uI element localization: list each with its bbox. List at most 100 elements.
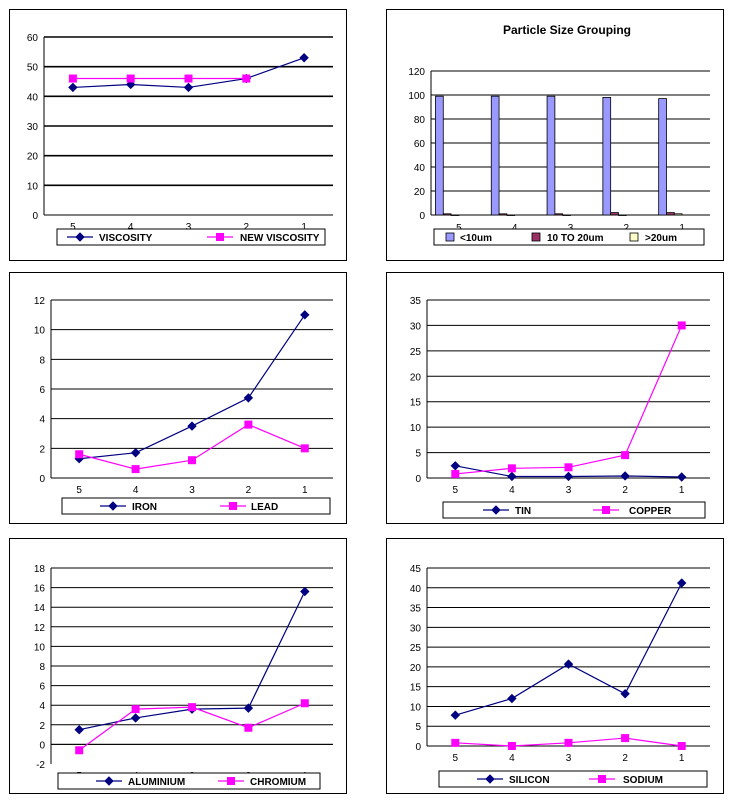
y-tick-label: 20: [410, 372, 422, 383]
chart-svg: -202468101214161854321ALUMINIUMCHROMIUM: [34, 564, 333, 790]
data-point: [183, 82, 194, 93]
legend: ALUMINIUM CHROMIUM: [57, 772, 321, 790]
bar: [602, 97, 612, 216]
data-point: [450, 461, 461, 471]
y-tick-label: 4: [39, 415, 45, 426]
data-point: [564, 738, 573, 747]
data-point: [621, 734, 630, 743]
bar: [435, 95, 444, 216]
data-point: [300, 586, 310, 597]
y-tick-label: 15: [410, 398, 422, 409]
data-point: [677, 742, 686, 750]
legend-marker: [602, 506, 610, 514]
legend-label: 10 TO 20um: [547, 233, 604, 244]
x-tick-label: 3: [566, 485, 572, 496]
data-point: [507, 693, 517, 704]
y-tick-label: 0: [39, 474, 45, 485]
data-point: [130, 448, 141, 458]
y-tick-label: 40: [414, 163, 426, 174]
y-tick-label: 120: [408, 67, 425, 78]
x-tick-label: 4: [128, 222, 134, 233]
legend-marker: [485, 774, 495, 784]
legend-label: TIN: [515, 506, 531, 517]
legend-label: COPPER: [629, 506, 672, 517]
x-tick-label: 1: [679, 485, 685, 496]
legend-box: [57, 772, 321, 790]
legend-label: SILICON: [509, 775, 550, 786]
bar: [554, 213, 564, 216]
data-point: [131, 465, 140, 474]
data-point: [563, 659, 574, 669]
data-point: [450, 710, 461, 720]
legend-marker: [229, 502, 237, 510]
legend-marker: [104, 776, 114, 786]
y-tick-label: 30: [27, 122, 39, 133]
viscosity-chart: 0 10 20 30 40 50 60 5 4 3 2 1 VISCOSITY NEW VISCOSITY: [9, 9, 347, 261]
data-point: [507, 742, 516, 750]
data-point: [676, 578, 687, 588]
data-point: [130, 713, 141, 723]
y-tick-label: 35: [410, 604, 422, 615]
bar: [610, 212, 619, 216]
bar: [546, 95, 556, 216]
legend: TIN COPPER: [442, 501, 706, 519]
y-tick-label: 35: [410, 296, 422, 307]
bar: [498, 213, 508, 216]
chart-svg: 0 2 4 6 8 10 12 5 4 3 2 1 IRON LEAD: [34, 296, 333, 515]
legend-label: ALUMINIUM: [128, 777, 185, 788]
chart-svg: 0 10 20 30 40 50 60 5 4 3 2 1 VISCOSITY NEW VISCOSITY: [27, 33, 333, 246]
y-tick-label: 4: [39, 701, 45, 712]
data-point: [244, 723, 253, 732]
y-tick-label: 16: [34, 584, 46, 595]
data-point: [243, 703, 254, 713]
legend-label: >20um: [645, 233, 677, 244]
y-tick-label: 0: [32, 211, 38, 222]
y-tick-label: 100: [408, 91, 425, 102]
y-tick-label: 25: [410, 643, 422, 654]
y-tick-label: 5: [415, 722, 421, 733]
x-tick-label: 3: [189, 485, 195, 496]
aluminium-chromium-chart: -202468101214161854321ALUMINIUMCHROMIUM: [9, 538, 347, 794]
y-tick-label: 10: [410, 702, 422, 713]
x-tick-label: 2: [246, 485, 252, 496]
bar: [658, 98, 667, 216]
legend-label: SODIUM: [623, 775, 663, 786]
y-tick-label: 0: [415, 742, 421, 753]
data-point: [299, 53, 309, 63]
x-tick-label: 2: [244, 222, 250, 233]
y-tick-label: 10: [27, 181, 39, 192]
bar: [673, 213, 683, 216]
y-tick-label: 15: [410, 683, 422, 694]
legend-marker: [108, 501, 118, 511]
data-point: [75, 746, 84, 755]
data-point: [300, 699, 309, 708]
x-tick-label: 5: [76, 485, 82, 496]
series-line: [455, 325, 683, 475]
legend: IRON LEAD: [61, 497, 331, 515]
x-tick-label: 4: [133, 485, 139, 496]
legend-label: NEW VISCOSITY: [240, 233, 320, 244]
y-tick-label: 0: [39, 740, 45, 751]
y-tick-label: 10: [410, 423, 422, 434]
legend: SILICON SODIUM: [438, 770, 708, 788]
x-tick-label: 5: [453, 753, 459, 764]
legend-label: IRON: [132, 502, 157, 513]
chart-svg: 0 5 10 15 20 25 30 35 40 45 5 4 3 2 1 SILICON SODIUM: [410, 564, 710, 788]
x-tick-label: 3: [186, 222, 192, 233]
y-tick-label: 2: [39, 721, 45, 732]
y-tick-label: 45: [410, 564, 422, 575]
legend-label: VISCOSITY: [99, 233, 153, 244]
bar: [450, 214, 460, 216]
chart-svg: Particle Size Grouping020406080100120543…: [408, 23, 710, 246]
y-tick-label: 60: [27, 33, 39, 44]
y-tick-label: 2: [39, 444, 45, 455]
data-point: [126, 74, 135, 83]
x-tick-label: 4: [509, 485, 515, 496]
data-point: [620, 471, 630, 481]
legend: <10um 10 TO 20um >20um: [433, 228, 705, 246]
y-tick-label: 10: [34, 642, 46, 653]
legend-box: [442, 501, 706, 519]
data-point: [242, 74, 251, 83]
particle-size-chart: Particle Size Grouping020406080100120543…: [386, 9, 724, 261]
y-tick-label: 14: [34, 603, 46, 614]
